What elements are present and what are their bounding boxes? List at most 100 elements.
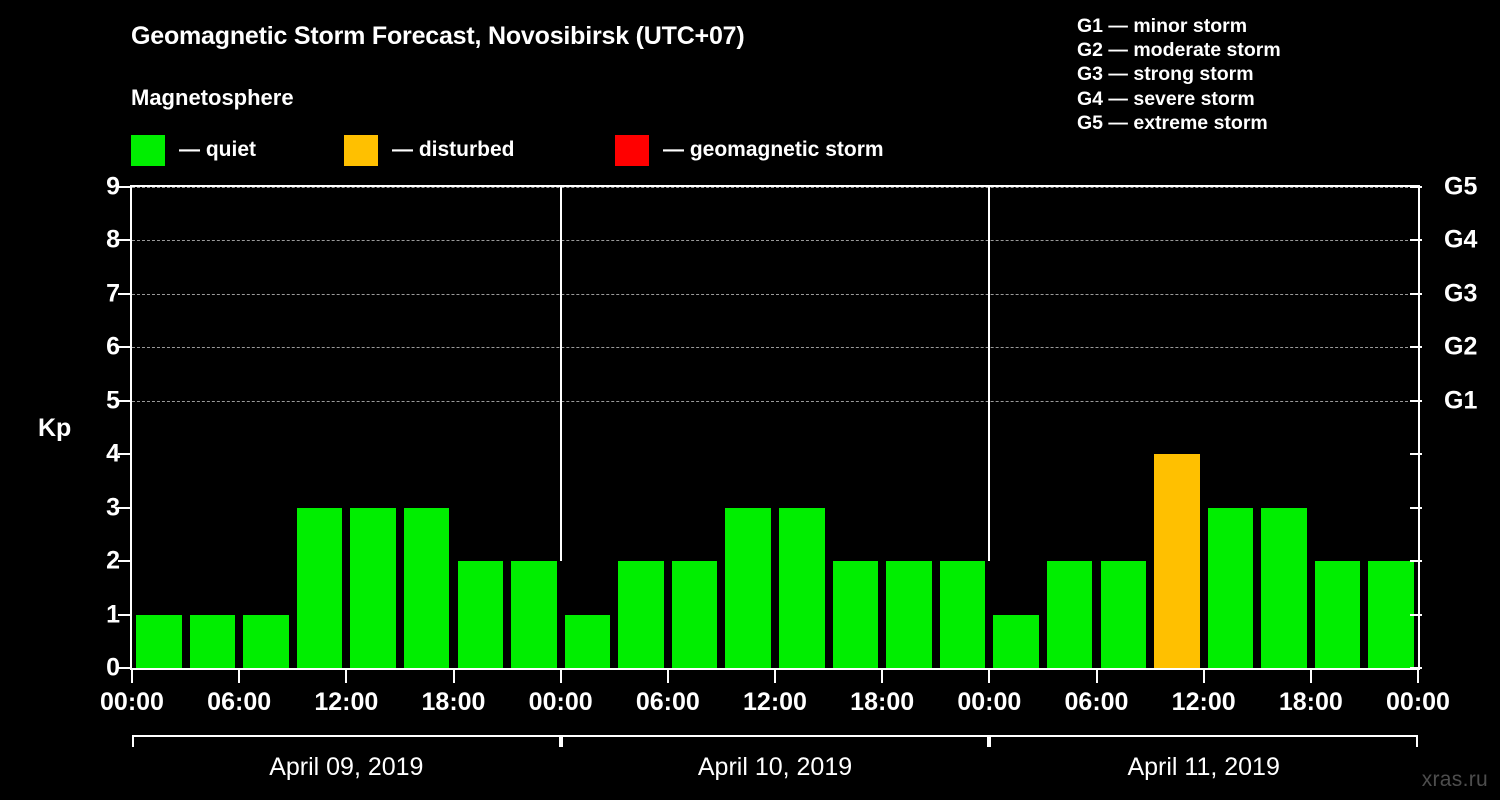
g-scale-row-g4: G4 — severe storm — [1077, 87, 1255, 110]
y-axis-right: G1 G2 G3 G4 G5 — [1422, 173, 1492, 670]
bar — [296, 507, 343, 668]
y-tick-mark-right — [1410, 346, 1422, 349]
x-tick-mark — [1309, 670, 1312, 683]
page-title: Geomagnetic Storm Forecast, Novosibirsk … — [131, 22, 745, 50]
bar — [136, 614, 182, 668]
y-tick-mark-right — [1410, 506, 1422, 509]
y-tick-mark — [118, 292, 130, 295]
bar — [350, 507, 396, 668]
y-tick-mark-right — [1410, 292, 1422, 295]
y-axis-left: 0 1 2 3 4 5 6 7 8 9 — [62, 173, 120, 682]
legend-label-disturbed: — disturbed — [392, 138, 515, 161]
g-tick-label-G1: G1 — [1444, 386, 1478, 415]
x-tick-mark — [131, 670, 133, 683]
y-tick-mark-right — [1410, 667, 1422, 669]
x-tick-mark — [666, 670, 669, 683]
y-tick-mark-right — [1410, 613, 1422, 616]
gridline-kp-5 — [132, 400, 1418, 402]
g-scale-legend: G1 — minor storm G2 — moderate storm G3 … — [1077, 14, 1407, 135]
bar — [189, 614, 236, 668]
g-tick-label-G5: G5 — [1444, 172, 1478, 201]
x-tick-mark — [452, 670, 455, 683]
y-tick-mark — [118, 667, 130, 669]
bar — [1314, 561, 1361, 668]
bar — [939, 561, 986, 668]
y-tick-mark-right — [1410, 453, 1422, 456]
y-tick-mark-right — [1410, 239, 1422, 242]
g-scale-row-g5: G5 — extreme storm — [1077, 111, 1268, 134]
day-label: April 09, 2019 — [269, 753, 424, 781]
gridline-kp-9 — [132, 187, 1418, 188]
bar — [403, 507, 450, 668]
plot-inner — [132, 187, 1418, 668]
x-tick-label: 12:00 — [1171, 688, 1236, 716]
bar — [832, 561, 879, 668]
g-scale-row-g3: G3 — strong storm — [1077, 63, 1254, 86]
x-tick-label: 06:00 — [207, 688, 272, 716]
g-scale-row-g1: G1 — minor storm — [1077, 15, 1248, 37]
bar — [511, 561, 557, 668]
bar — [1154, 454, 1200, 668]
x-tick-mark — [774, 670, 776, 683]
y-tick-label-7: 7 — [106, 279, 120, 308]
chart-subtitle: Magnetosphere — [131, 85, 294, 110]
bar — [725, 507, 771, 668]
y-tick-label-5: 5 — [106, 386, 120, 415]
y-tick-mark-right — [1410, 560, 1422, 563]
gridline-kp-6 — [132, 347, 1418, 349]
day-bracket — [132, 735, 561, 747]
y-tick-label-4: 4 — [106, 439, 120, 468]
day-brackets — [130, 735, 1420, 749]
x-tick-label: 18:00 — [1278, 688, 1343, 716]
x-tick-label: 18:00 — [850, 688, 915, 716]
legend-item-storm: — geomagnetic storm — [615, 133, 884, 167]
day-bracket — [560, 735, 990, 747]
x-tick-label: 00:00 — [1386, 688, 1450, 716]
day-label: April 10, 2019 — [697, 753, 853, 781]
y-tick-label-2: 2 — [106, 546, 120, 575]
x-tick-mark — [1095, 670, 1098, 683]
x-tick-label: 00:00 — [100, 688, 164, 716]
gridline-kp-8 — [132, 240, 1418, 242]
y-tick-label-9: 9 — [106, 172, 120, 201]
x-axis-labels: 00:00 06:00 12:00 18:00 00:00 06:00 12:00 18:00… — [100, 688, 1450, 722]
y-tick-label-1: 1 — [106, 600, 120, 629]
bar — [1046, 561, 1093, 668]
y-tick-mark — [118, 506, 130, 509]
day-separator — [988, 187, 991, 562]
bar — [457, 561, 504, 668]
x-tick-mark — [1417, 670, 1419, 683]
bar — [618, 561, 664, 668]
bar — [993, 614, 1039, 668]
x-tick-mark — [988, 670, 991, 683]
y-tick-mark — [118, 346, 130, 349]
y-tick-mark — [118, 239, 130, 242]
bar — [886, 561, 932, 668]
y-axis-left-ticks — [118, 185, 132, 670]
legend-item-disturbed: — disturbed — [344, 133, 515, 167]
legend-label-quiet: — quiet — [179, 138, 256, 161]
x-tick-mark — [559, 670, 562, 683]
g-tick-label-G3: G3 — [1444, 279, 1478, 308]
legend-swatch-disturbed — [344, 134, 378, 166]
x-tick-mark — [881, 670, 884, 683]
y-tick-label-3: 3 — [106, 493, 120, 522]
watermark: xras.ru — [1421, 768, 1488, 791]
y-tick-label-0: 0 — [106, 653, 120, 682]
x-tick-label: 18:00 — [421, 688, 486, 716]
y-axis-right-ticks — [1408, 185, 1422, 670]
bar — [1261, 507, 1307, 668]
x-tick-label: 06:00 — [635, 688, 700, 716]
bar — [243, 614, 289, 668]
legend-label-storm: — geomagnetic storm — [663, 138, 884, 161]
gridline-kp-7 — [132, 293, 1418, 295]
y-tick-mark — [118, 399, 130, 402]
y-tick-mark-right — [1410, 186, 1422, 188]
g-tick-label-G4: G4 — [1444, 225, 1478, 254]
y-tick-label-8: 8 — [106, 225, 120, 254]
x-tick-label: 12:00 — [743, 688, 807, 716]
legend-swatch-storm — [615, 134, 649, 166]
bar — [564, 614, 611, 668]
y-tick-mark-right — [1410, 399, 1422, 402]
